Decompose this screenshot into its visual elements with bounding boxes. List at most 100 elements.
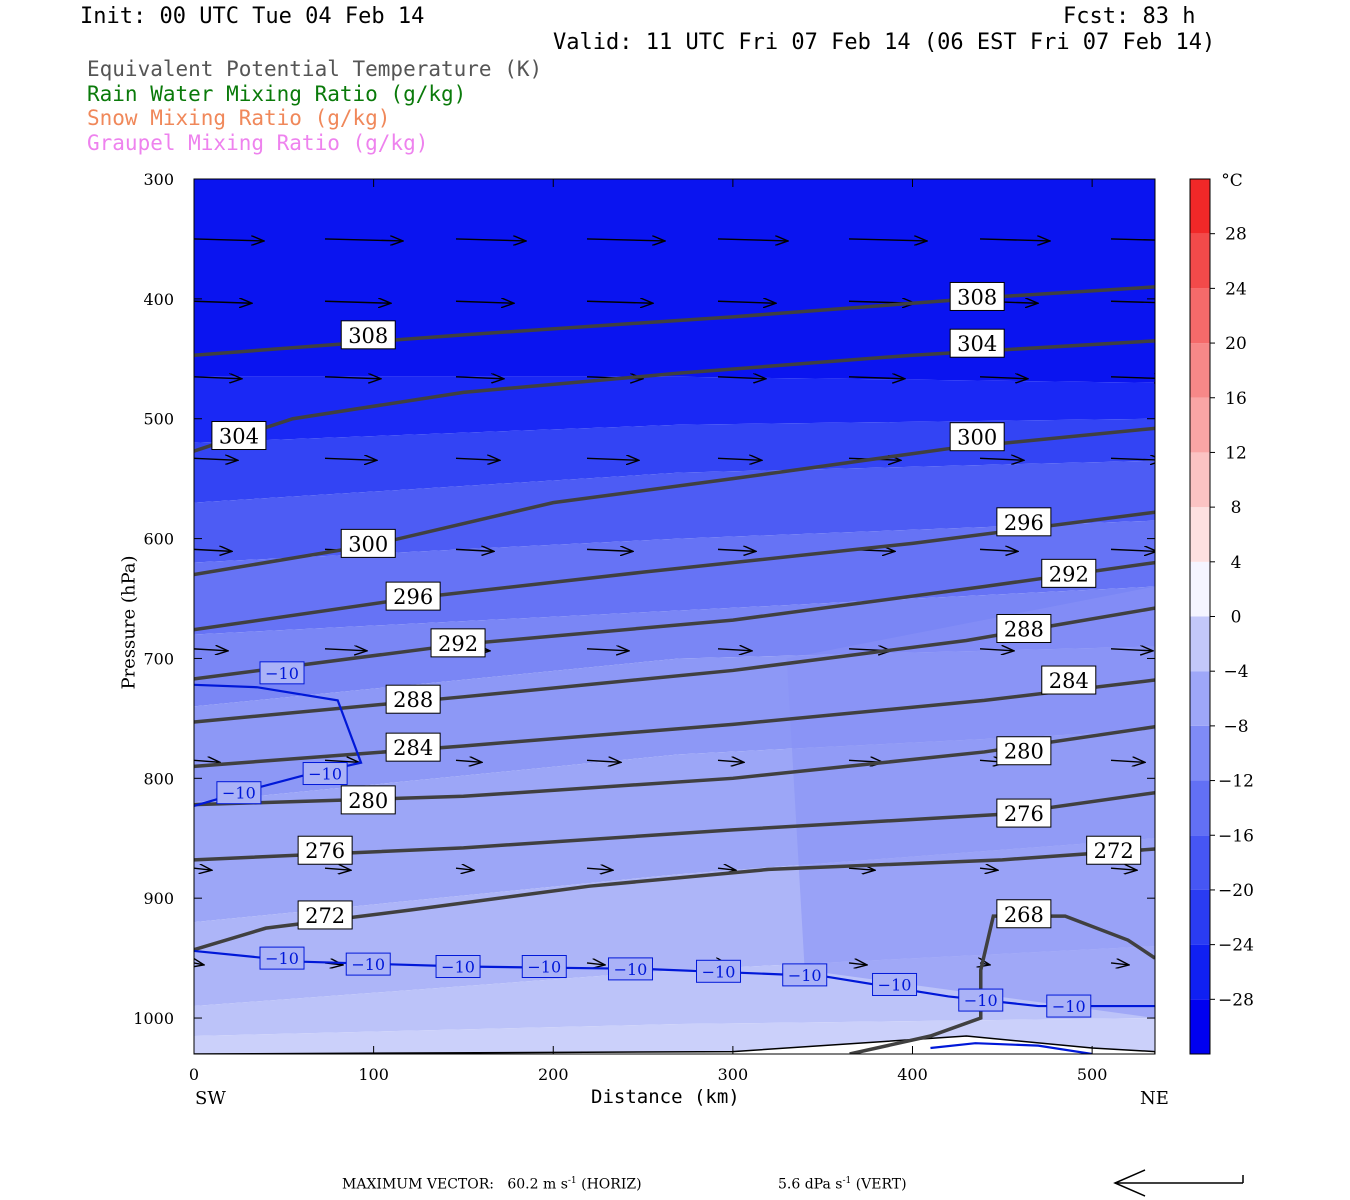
theta-e-label: 296 (1004, 511, 1044, 535)
y-tick-label: 900 (143, 889, 174, 908)
theta-e-label: 284 (1049, 669, 1089, 693)
temp-label: −10 (878, 975, 912, 994)
colorbar-swatch (1190, 780, 1210, 836)
ne-label: NE (1140, 1088, 1169, 1109)
theta-e-label-box (297, 900, 353, 930)
theta-e-label-box (340, 320, 396, 350)
wind-vector (717, 760, 744, 762)
temp-label-box (259, 661, 305, 685)
theta-e-label: 288 (393, 688, 433, 712)
theta-e-label-box (340, 528, 396, 558)
wind-vector (1110, 760, 1145, 762)
wind-vector (194, 649, 228, 651)
temp-label: −10 (964, 991, 998, 1010)
wind-vector (586, 458, 639, 460)
reference-vector-arrow (1113, 1169, 1244, 1197)
theta-e-label: 292 (438, 632, 478, 656)
theta-e-label: 304 (219, 425, 259, 449)
theta-e-label: 288 (1004, 617, 1044, 641)
temp-contour-minus10-surface (930, 1042, 1093, 1054)
wind-vector (1110, 868, 1137, 870)
legend-graupel: Graupel Mixing Ratio (g/kg) (87, 131, 429, 155)
colorbar-swatch (1190, 889, 1210, 945)
wind-vector (194, 458, 238, 460)
colorbar-swatch (1190, 397, 1210, 453)
wind-vector (586, 549, 633, 551)
temp-label: −10 (265, 949, 299, 968)
x-tick-label: 300 (718, 1065, 749, 1084)
wind-vector (1110, 963, 1129, 965)
temperature-band (194, 586, 1155, 707)
wind-vector (324, 377, 381, 379)
theta-e-label-box (297, 835, 353, 865)
temp-label-box (302, 762, 348, 786)
wind-vector (717, 458, 762, 460)
y-axis-label: Pressure (hPa) (118, 555, 140, 690)
cold-pool-region (786, 586, 1155, 1019)
y-tick-label: 500 (143, 410, 174, 429)
temp-label-box (607, 957, 653, 981)
temp-label: −10 (614, 960, 648, 979)
theta-e-label: 296 (393, 585, 433, 609)
valid-time: Valid: 11 UTC Fri 07 Feb 14 (06 EST Fri … (553, 30, 1216, 55)
colorbar-label: 8 (1231, 498, 1242, 518)
wind-vector (848, 239, 927, 241)
wind-vector (717, 549, 756, 551)
theta-e-contour-272 (194, 847, 1155, 952)
wind-vector (586, 963, 605, 965)
wind-vector (979, 868, 998, 870)
colorbar-swatch (1190, 671, 1210, 726)
theta-e-label-box (385, 581, 441, 611)
wind-vector (979, 458, 1024, 460)
colorbar-label: 20 (1225, 334, 1247, 354)
horiz-tag: (HORIZ) (581, 1176, 642, 1193)
temp-label: −10 (308, 765, 342, 784)
x-tick-label: 100 (358, 1065, 389, 1084)
colorbar-label: −28 (1218, 990, 1254, 1010)
theta-e-label: 292 (1049, 562, 1089, 586)
wind-vector (455, 549, 494, 551)
theta-e-contour-268 (849, 914, 1155, 1054)
temp-label-box (872, 972, 918, 996)
wind-vector (717, 377, 766, 379)
wind-vector (979, 377, 1028, 379)
colorbar-label: 4 (1231, 553, 1242, 573)
theta-e-label-box (430, 628, 486, 658)
legend-snow: Snow Mixing Ratio (g/kg) (87, 106, 391, 130)
colorbar-label: −16 (1218, 826, 1254, 846)
temp-label: −10 (702, 962, 736, 981)
theta-e-label: 284 (393, 736, 433, 760)
wind-vector (194, 963, 204, 965)
theta-e-label-box (1086, 835, 1142, 865)
theta-e-label: 308 (957, 285, 997, 309)
theta-e-label-box (1041, 558, 1097, 588)
theta-e-label-box (996, 507, 1052, 537)
wind-vector (1110, 549, 1155, 551)
wind-vector (1110, 649, 1153, 651)
init-time: Init: 00 UTC Tue 04 Feb 14 (80, 4, 425, 29)
wind-vector (324, 458, 377, 460)
theta-e-label: 272 (1094, 839, 1134, 863)
theta-e-contour-292 (194, 560, 1155, 681)
wind-vector (1110, 458, 1155, 460)
theta-e-label-box (340, 785, 396, 815)
wind-vector (455, 760, 482, 762)
colorbar-swatch (1190, 561, 1210, 617)
colorbar-swatch (1190, 507, 1210, 562)
y-tick-label: 1000 (133, 1009, 174, 1028)
vert-tag: (VERT) (855, 1176, 907, 1193)
temp-label-box (521, 955, 567, 978)
wind-vector (717, 868, 736, 870)
theta-e-label-box (211, 421, 267, 451)
colorbar-swatch (1190, 288, 1210, 344)
colorbar-swatch (1190, 725, 1210, 781)
temp-label-box (216, 781, 262, 805)
wind-vector (979, 239, 1050, 241)
colorbar-swatch (1190, 343, 1210, 398)
theta-e-label: 300 (957, 426, 997, 450)
x-tick-label: 200 (538, 1065, 569, 1084)
wind-vector (848, 868, 875, 870)
wind-vector (586, 301, 653, 303)
y-tick-label: 600 (143, 530, 174, 549)
theta-e-label-box (1041, 665, 1097, 695)
